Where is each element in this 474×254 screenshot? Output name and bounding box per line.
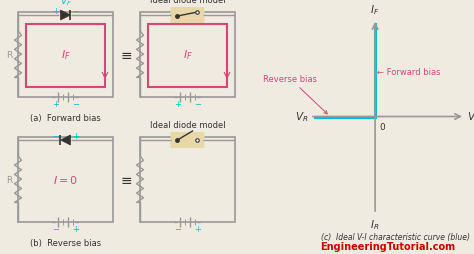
Bar [140, 13, 235, 98]
Text: ← Forward bias: ← Forward bias [377, 68, 441, 77]
Text: (a)  Forward bias: (a) Forward bias [30, 114, 101, 122]
Text: $I_R$: $I_R$ [370, 217, 380, 231]
Text: Ideal diode model: Ideal diode model [150, 121, 225, 130]
Text: +: + [72, 225, 79, 234]
Text: R: R [6, 175, 12, 184]
Text: $\equiv$: $\equiv$ [118, 173, 132, 187]
Text: +: + [174, 100, 181, 109]
Text: $I_F$: $I_F$ [61, 49, 71, 62]
Text: Ideal diode model: Ideal diode model [150, 0, 225, 5]
Bar [18, 137, 113, 222]
Text: (c)  Ideal V-I characteristic curve (blue): (c) Ideal V-I characteristic curve (blue… [320, 232, 470, 241]
Text: +: + [52, 7, 59, 17]
Text: (b)  Reverse bias: (b) Reverse bias [30, 238, 101, 247]
Text: $I_F$: $I_F$ [371, 3, 380, 17]
Bar [148, 25, 227, 88]
Text: $V_R$: $V_R$ [294, 110, 308, 124]
Text: $I = 0$: $I = 0$ [53, 174, 78, 186]
Text: R: R [6, 51, 12, 60]
Text: −: − [72, 7, 79, 17]
Text: EngineeringTutorial.com: EngineeringTutorial.com [320, 241, 455, 251]
Text: $\equiv$: $\equiv$ [118, 48, 132, 62]
Text: $V_F$: $V_F$ [60, 0, 72, 8]
Text: −: − [194, 100, 201, 109]
Text: +: + [72, 132, 79, 141]
Polygon shape [61, 11, 71, 21]
Bar [26, 25, 105, 88]
Text: Reverse bias: Reverse bias [263, 75, 327, 114]
Text: −: − [174, 225, 181, 234]
Text: 0: 0 [379, 123, 385, 132]
Text: +: + [52, 100, 59, 109]
Bar [140, 137, 235, 222]
Text: −: − [52, 132, 59, 141]
Text: −: − [52, 225, 59, 234]
Text: −: − [72, 100, 79, 109]
FancyBboxPatch shape [171, 8, 204, 24]
FancyBboxPatch shape [171, 133, 204, 148]
Polygon shape [61, 135, 71, 146]
Bar [18, 13, 113, 98]
Text: $V_F$: $V_F$ [467, 110, 474, 124]
Text: +: + [194, 225, 201, 234]
Text: $I_F$: $I_F$ [182, 49, 192, 62]
